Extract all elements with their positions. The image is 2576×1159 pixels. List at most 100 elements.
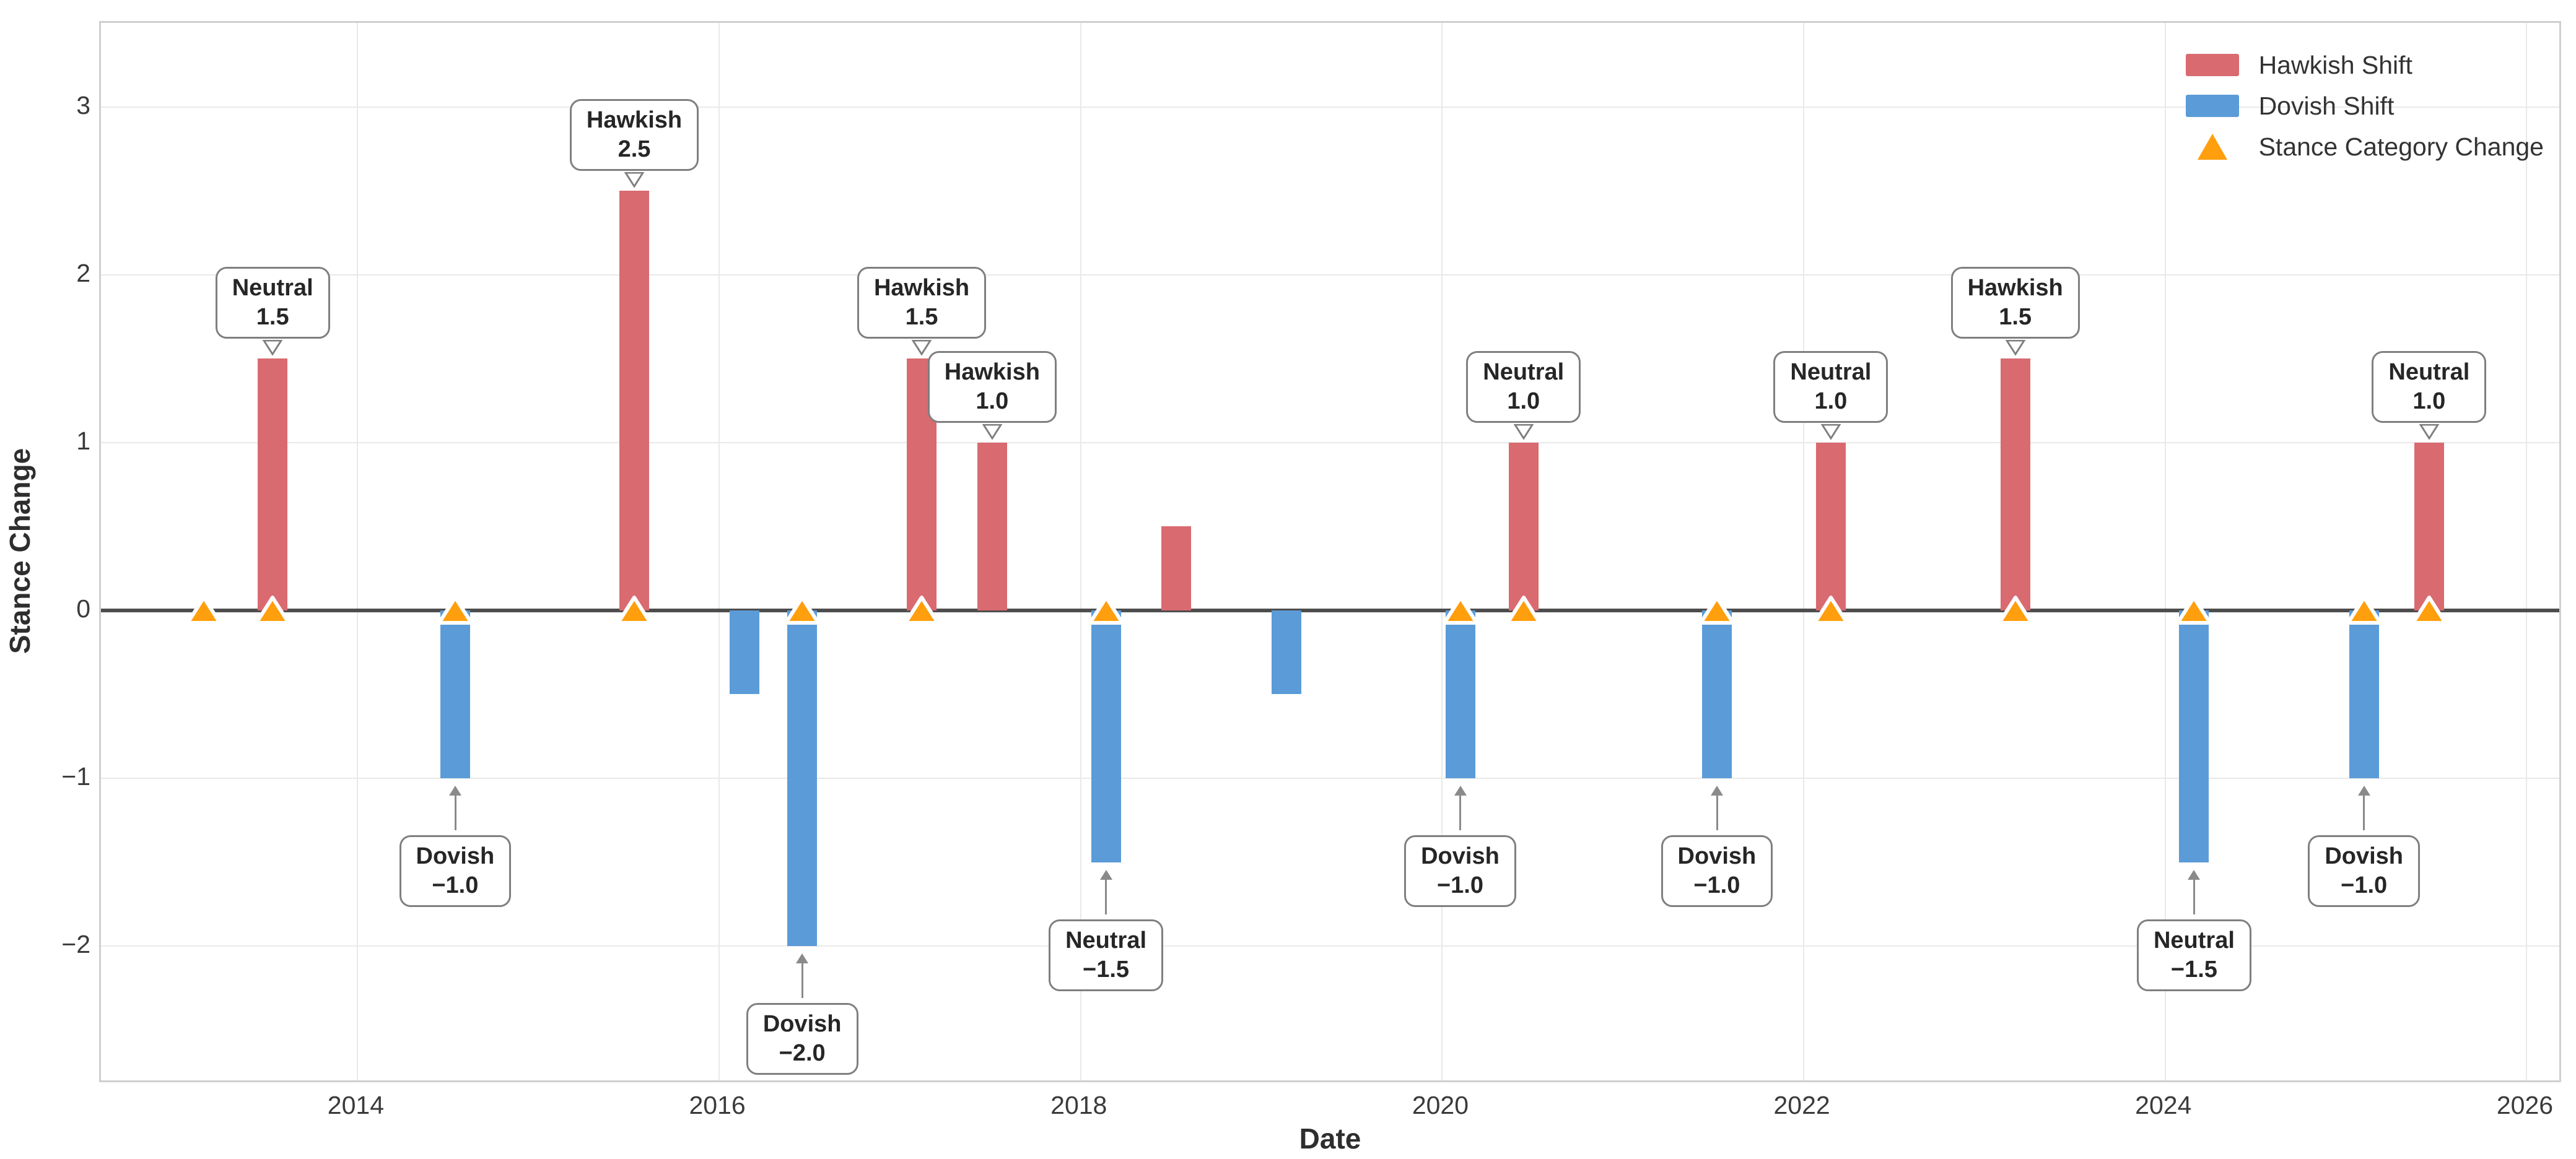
legend-label: Dovish Shift (2258, 92, 2395, 120)
annotation-label: Hawkish 1.5 (857, 267, 987, 339)
annotation-label: Dovish −1.0 (1661, 835, 1773, 907)
annotation-value: −2.0 (779, 1040, 826, 1067)
annotation-arrow-line (2363, 794, 2365, 830)
legend-item-dovish-shift: Dovish Shift (2185, 85, 2544, 126)
x-tick-label: 2014 (327, 1091, 385, 1119)
x-tick-label: 2020 (1412, 1091, 1469, 1119)
annotation-label: Dovish −1.0 (1404, 835, 1516, 907)
annotation-label: Neutral −1.5 (2136, 919, 2251, 991)
annotation-category: Hawkish (586, 107, 683, 134)
hawkish-shift-bar (1815, 442, 1846, 610)
x-tick-label: 2026 (2496, 1091, 2554, 1119)
annotation-label: Neutral 1.0 (2372, 350, 2487, 423)
stance-category-change-marker (903, 595, 940, 629)
triangle-marker-icon (2186, 134, 2239, 160)
y-gridline (101, 106, 2559, 108)
hawkish-shift-bar (2000, 358, 2030, 610)
annotation-category: Neutral (1483, 358, 1565, 385)
annotation-wedge-icon (262, 339, 283, 359)
stance-category-change-marker (185, 595, 222, 629)
annotation-category: Hawkish (873, 275, 970, 302)
annotation-arrow-line (2193, 878, 2195, 914)
legend-item-hawkish-shift: Hawkish Shift (2185, 45, 2544, 85)
stance-category-change-marker (1997, 595, 2034, 629)
hawkish-swatch-icon (2185, 54, 2239, 76)
y-gridline (101, 945, 2559, 947)
y-tick-label: 0 (76, 594, 90, 623)
annotation-arrow-icon (2357, 786, 2370, 796)
y-gridline (101, 274, 2559, 276)
annotation-arrow-icon (1711, 786, 1724, 796)
legend-item-stance-category-change: Stance Category Change (2186, 126, 2544, 167)
stance-category-change-marker (1088, 595, 1125, 629)
annotation-category: Dovish (416, 843, 495, 869)
dovish-shift-bar (1272, 610, 1302, 695)
annotation-label: Hawkish 1.5 (1950, 267, 2080, 339)
annotation-value: −1.0 (432, 872, 479, 898)
annotation-value: −1.5 (2170, 956, 2217, 983)
annotation-value: 1.0 (1814, 388, 1848, 414)
stance-category-change-marker (2346, 595, 2383, 629)
legend-label: Hawkish Shift (2258, 51, 2412, 79)
annotation-label: Neutral −1.5 (1049, 919, 1164, 991)
x-tick-label: 2024 (2135, 1091, 2192, 1119)
x-gridline (1080, 23, 1081, 1080)
hawkish-shift-bar (977, 442, 1007, 610)
stance-category-change-marker (784, 595, 821, 629)
annotation-category: Neutral (1065, 927, 1147, 953)
dovish-shift-bar (440, 610, 470, 778)
dovish-shift-bar (2349, 610, 2379, 778)
annotation-value: 1.5 (1999, 304, 2032, 331)
x-gridline (1803, 23, 1805, 1080)
annotation-category: Hawkish (1967, 275, 2063, 302)
annotation-category: Hawkish (944, 358, 1040, 385)
dovish-swatch-icon (2185, 95, 2239, 117)
annotation-value: −1.5 (1083, 956, 1130, 983)
annotation-arrow-line (801, 962, 803, 999)
dovish-shift-bar (1702, 610, 1732, 778)
stance-category-change-marker (1505, 595, 1542, 629)
annotation-category: Dovish (1421, 843, 1500, 869)
annotation-wedge-icon (2004, 339, 2026, 359)
annotation-value: −1.0 (2341, 872, 2388, 898)
y-gridline (101, 778, 2559, 779)
hawkish-shift-bar (258, 358, 288, 610)
y-tick-label: 1 (76, 426, 90, 455)
annotation-arrow-line (1716, 794, 1718, 830)
annotation-arrow-line (1459, 794, 1462, 830)
stance-category-change-marker (2175, 595, 2212, 629)
stance-category-change-marker (437, 595, 474, 629)
annotation-wedge-icon (624, 171, 645, 191)
x-tick-label: 2018 (1050, 1091, 1107, 1119)
annotation-value: 1.5 (905, 304, 938, 331)
annotation-label: Dovish −1.0 (399, 835, 512, 907)
y-tick-label: 2 (76, 258, 90, 287)
zero-baseline (101, 608, 2559, 612)
dovish-shift-bar (2179, 610, 2209, 862)
dovish-shift-bar (1445, 610, 1475, 778)
annotation-value: 1.0 (976, 388, 1009, 414)
x-gridline (1441, 23, 1443, 1080)
hawkish-shift-bar (2414, 442, 2444, 610)
annotation-value: 1.0 (2412, 388, 2446, 414)
x-tick-label: 2022 (1773, 1091, 1830, 1119)
annotation-label: Dovish −2.0 (746, 1003, 858, 1075)
annotation-value: 1.5 (256, 304, 289, 331)
stance-category-change-marker (1812, 595, 1849, 629)
annotation-value: −1.0 (1436, 872, 1483, 898)
annotation-arrow-icon (2188, 869, 2201, 880)
y-gridline (101, 441, 2559, 443)
annotation-label: Dovish −1.0 (2308, 835, 2421, 907)
stance-category-change-marker (1698, 595, 1736, 629)
annotation-label: Neutral 1.0 (1773, 350, 1888, 423)
annotation-wedge-icon (1820, 423, 1841, 443)
hawkish-shift-bar (619, 191, 649, 610)
legend: Hawkish Shift Dovish Shift Stance Catego… (2185, 45, 2544, 167)
y-tick-label: −2 (61, 930, 90, 959)
stance-category-change-marker (254, 595, 291, 629)
annotation-label: Neutral 1.0 (1466, 350, 1581, 423)
annotation-wedge-icon (1513, 423, 1534, 443)
dovish-shift-bar (729, 610, 759, 695)
annotation-label: Hawkish 1.0 (927, 350, 1057, 423)
